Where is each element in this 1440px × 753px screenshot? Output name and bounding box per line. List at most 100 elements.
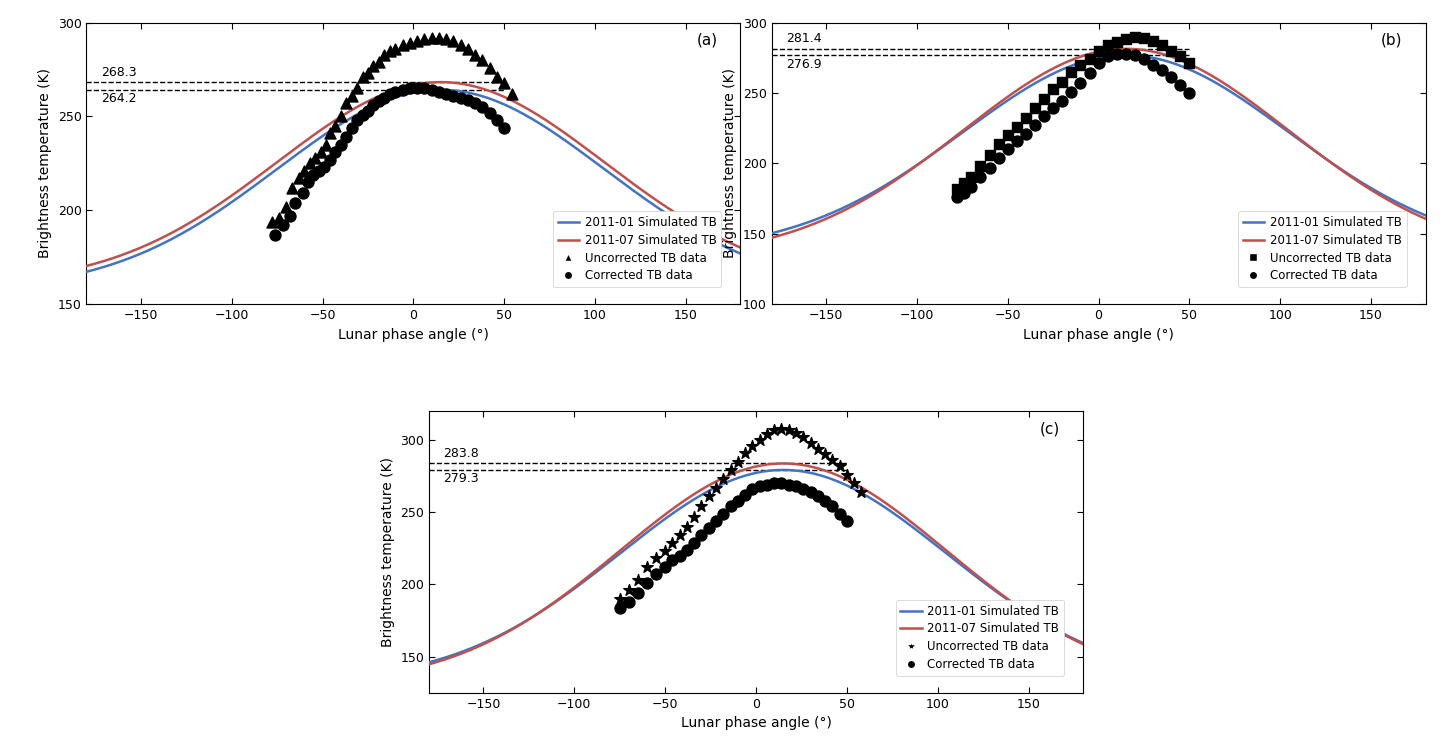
Point [996,130,1020,142]
Point [1151,65,1174,77]
Point [645,569,668,581]
Point [996,143,1020,155]
Point [1169,50,1192,62]
Point [435,88,458,100]
Point [456,43,480,55]
Y-axis label: Brightness temperature (K): Brightness temperature (K) [380,457,395,647]
Point [346,82,369,94]
Point [406,82,429,94]
Point [492,122,516,134]
Point [379,44,402,56]
Point [835,468,858,480]
Point [442,35,465,47]
Point [740,440,763,452]
Point [379,88,402,100]
Point [392,39,415,51]
Point [645,553,668,565]
Point [471,54,494,66]
Point [821,454,844,466]
Point [749,480,772,492]
Point [654,545,677,557]
Point [799,437,822,449]
Point [340,122,363,134]
Point [330,139,353,151]
Point [330,111,353,123]
Point [690,501,713,513]
Point [608,593,631,605]
Text: (b): (b) [1381,32,1403,47]
Point [361,59,384,72]
Point [1096,39,1119,51]
Point [1132,53,1155,66]
Point [383,43,406,55]
Point [1169,78,1192,90]
Point [946,183,969,195]
Point [1005,135,1028,147]
Point [1142,35,1165,47]
Point [334,131,357,143]
Point [661,537,684,549]
Point [334,97,357,109]
Point [367,96,390,108]
Point [278,210,301,222]
Point [367,56,390,68]
Point [1142,59,1165,71]
X-axis label: Lunar phase angle (°): Lunar phase angle (°) [1024,328,1174,342]
Point [814,495,837,507]
Point [711,508,734,520]
Point [1024,102,1047,114]
Point [1014,112,1037,124]
Point [1024,119,1047,131]
Point [1159,72,1182,84]
Point [392,84,415,96]
Point [1051,96,1074,108]
Point [814,449,837,461]
Point [960,181,984,194]
Point [690,529,713,541]
Point [763,424,786,436]
Point [1123,49,1146,61]
Point [1096,50,1119,62]
Point [969,160,992,172]
Point [756,428,779,441]
Point [318,154,341,166]
Point [500,88,523,100]
Point [315,139,338,151]
Point [264,229,287,241]
Point [763,477,786,489]
Point [351,108,374,120]
Point [719,501,742,513]
Point [785,480,808,492]
Point [449,92,472,104]
Point [1051,76,1074,88]
Point [1068,77,1092,89]
Point [261,215,284,227]
Point [471,101,494,113]
Point [697,522,720,534]
Point [281,181,304,194]
Point [778,479,801,491]
Point [733,489,756,501]
Point [406,35,429,47]
Point [1068,59,1092,71]
Text: 268.3: 268.3 [101,66,137,79]
Point [1151,39,1174,51]
Text: (c): (c) [1040,421,1060,436]
Point [1178,57,1201,69]
Point [478,107,501,119]
Point [310,146,333,158]
Point [420,32,444,44]
Point [1106,47,1129,59]
Point [324,146,347,158]
Point [456,93,480,105]
Point [318,127,341,139]
Point [697,490,720,502]
Y-axis label: Brightness temperature (K): Brightness temperature (K) [37,69,52,258]
Point [835,515,858,527]
Point [792,483,815,495]
Point [373,48,396,60]
Point [1159,44,1182,56]
X-axis label: Lunar phase angle (°): Lunar phase angle (°) [681,716,831,730]
Point [740,483,763,495]
Point [618,584,641,596]
